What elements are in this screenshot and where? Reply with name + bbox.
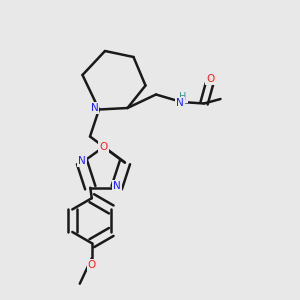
- Text: O: O: [99, 142, 108, 152]
- Text: O: O: [206, 74, 215, 84]
- Text: N: N: [91, 103, 98, 113]
- Text: O: O: [88, 260, 96, 270]
- Text: N: N: [176, 98, 184, 108]
- Text: N: N: [78, 156, 86, 166]
- Text: H: H: [179, 92, 187, 102]
- Text: N: N: [113, 181, 121, 191]
